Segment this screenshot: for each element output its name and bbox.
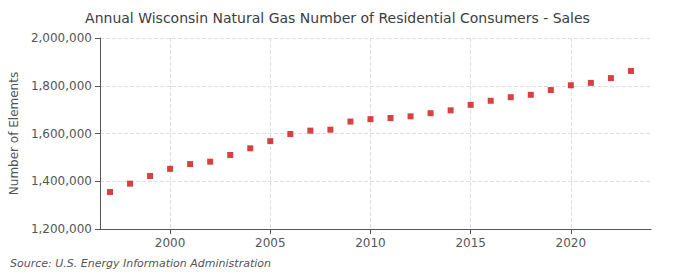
svg-text:Source: U.S. Energy Informatio: Source: U.S. Energy Information Administ… xyxy=(10,257,271,270)
svg-text:2,000,000: 2,000,000 xyxy=(31,31,92,45)
svg-text:1,400,000: 1,400,000 xyxy=(31,174,92,188)
svg-text:Annual Wisconsin Natural Gas N: Annual Wisconsin Natural Gas Number of R… xyxy=(85,10,590,26)
svg-text:Number of Elements: Number of Elements xyxy=(7,72,21,195)
svg-text:2015: 2015 xyxy=(455,236,486,250)
svg-text:2005: 2005 xyxy=(255,236,286,250)
svg-text:1,600,000: 1,600,000 xyxy=(31,127,92,141)
svg-text:2000: 2000 xyxy=(155,236,186,250)
svg-text:1,800,000: 1,800,000 xyxy=(31,79,92,93)
svg-text:1,200,000: 1,200,000 xyxy=(31,222,92,236)
svg-text:2010: 2010 xyxy=(355,236,386,250)
svg-text:2020: 2020 xyxy=(556,236,587,250)
